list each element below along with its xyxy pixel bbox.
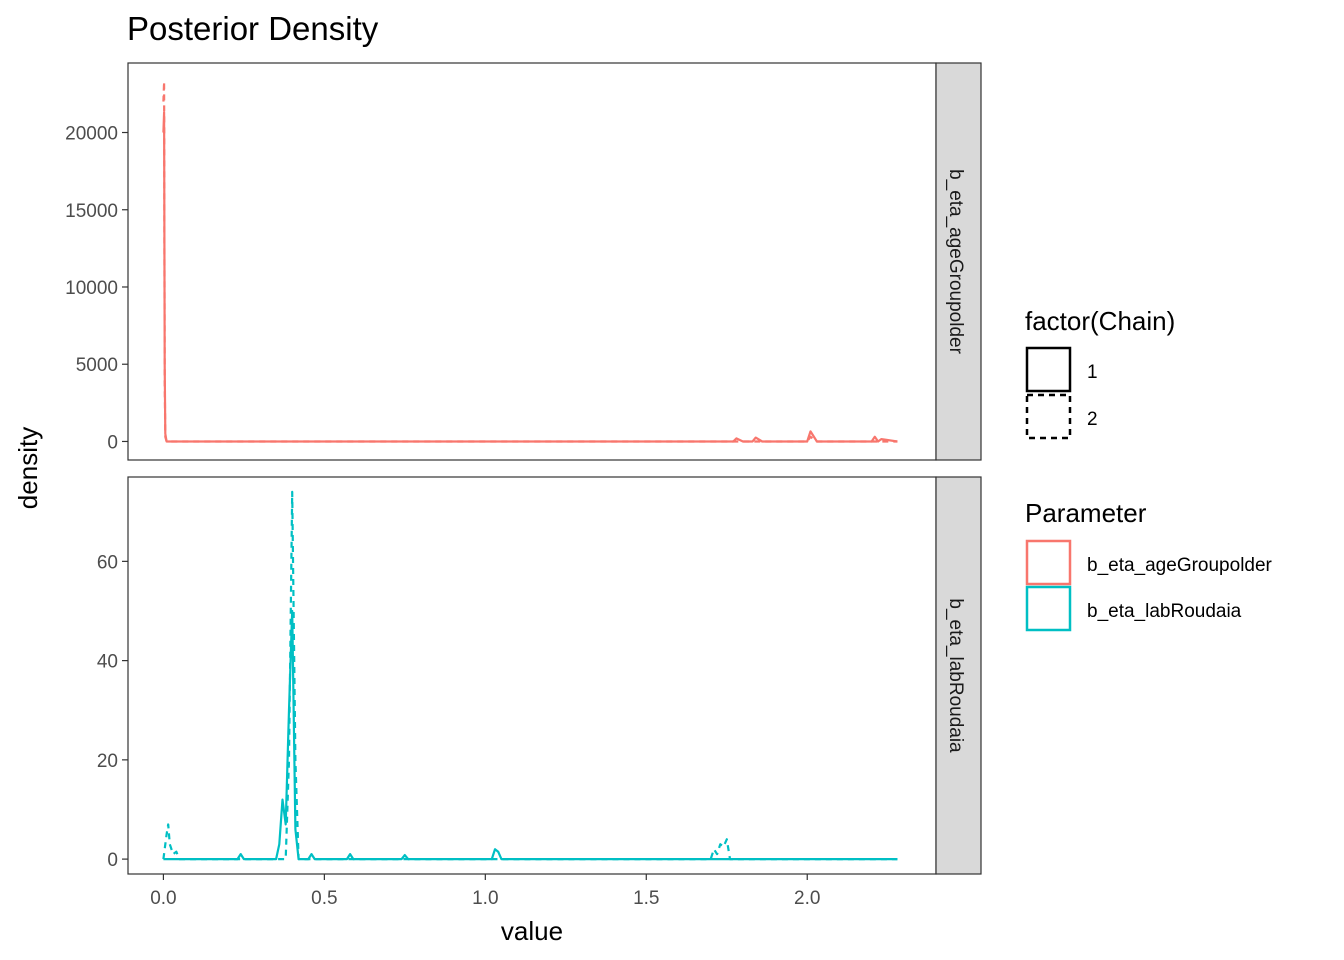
y-tick-label: 10000: [65, 278, 118, 299]
legend-parameter-title: Parameter: [1025, 498, 1147, 528]
series-line-chain-2: [162, 490, 898, 861]
legend-chain-1-label: 1: [1087, 362, 1098, 383]
y-tick-label: 0: [107, 850, 118, 871]
x-tick-label: 2.0: [794, 888, 820, 909]
panel-2-lines: [162, 490, 898, 861]
legend-parameter-age-label: b_eta_ageGroupolder: [1087, 555, 1273, 576]
panel-2-y-axis: 0 20 40 60: [97, 552, 128, 871]
legend-parameter-age-key: [1025, 539, 1072, 586]
legend-chain-title: factor(Chain): [1025, 306, 1175, 336]
x-tick-label: 1.5: [633, 888, 659, 909]
y-axis-title: density: [13, 427, 43, 509]
legend-parameter: Parameter b_eta_ageGroupolder b_eta_labR…: [1025, 498, 1273, 632]
panel-2-frame: [127, 476, 937, 875]
panel-1-frame: [127, 62, 937, 461]
legend-parameter-lab-label: b_eta_labRoudaia: [1087, 601, 1242, 622]
legend-chain-1-key: [1025, 346, 1072, 393]
y-tick-label: 15000: [65, 201, 118, 222]
series-line-chain-1: [163, 609, 898, 861]
y-tick-label: 40: [97, 652, 118, 673]
x-axis: 0.0 0.5 1.0 1.5 2.0: [150, 874, 820, 909]
x-tick-label: 1.0: [472, 888, 498, 909]
legend-chain: factor(Chain) 1 2: [1025, 306, 1175, 440]
panel-1-y-axis: 0 5000 10000 15000 20000: [65, 124, 128, 453]
panel-2-strip: [935, 476, 982, 875]
x-tick-label: 0.5: [311, 888, 337, 909]
legend-chain-2-label: 2: [1087, 409, 1098, 430]
y-tick-label: 20: [97, 751, 118, 772]
panel-1-strip: [935, 62, 982, 461]
legend-chain-2-key: [1025, 393, 1072, 440]
y-tick-label: 0: [107, 432, 118, 453]
x-axis-title: value: [501, 916, 563, 946]
chart-title: Posterior Density: [127, 10, 379, 47]
facet-label-age-group: b_eta_ageGroupolder: [945, 169, 966, 355]
y-tick-label: 5000: [76, 355, 118, 376]
series-line-chain-2: [162, 80, 898, 443]
legend-parameter-lab-key: [1025, 585, 1072, 632]
facet-label-lab: b_eta_labRoudaia: [945, 598, 966, 753]
panel-1-lines: [162, 80, 898, 443]
y-tick-label: 20000: [65, 124, 118, 145]
x-tick-label: 0.0: [150, 888, 176, 909]
y-tick-label: 60: [97, 552, 118, 573]
